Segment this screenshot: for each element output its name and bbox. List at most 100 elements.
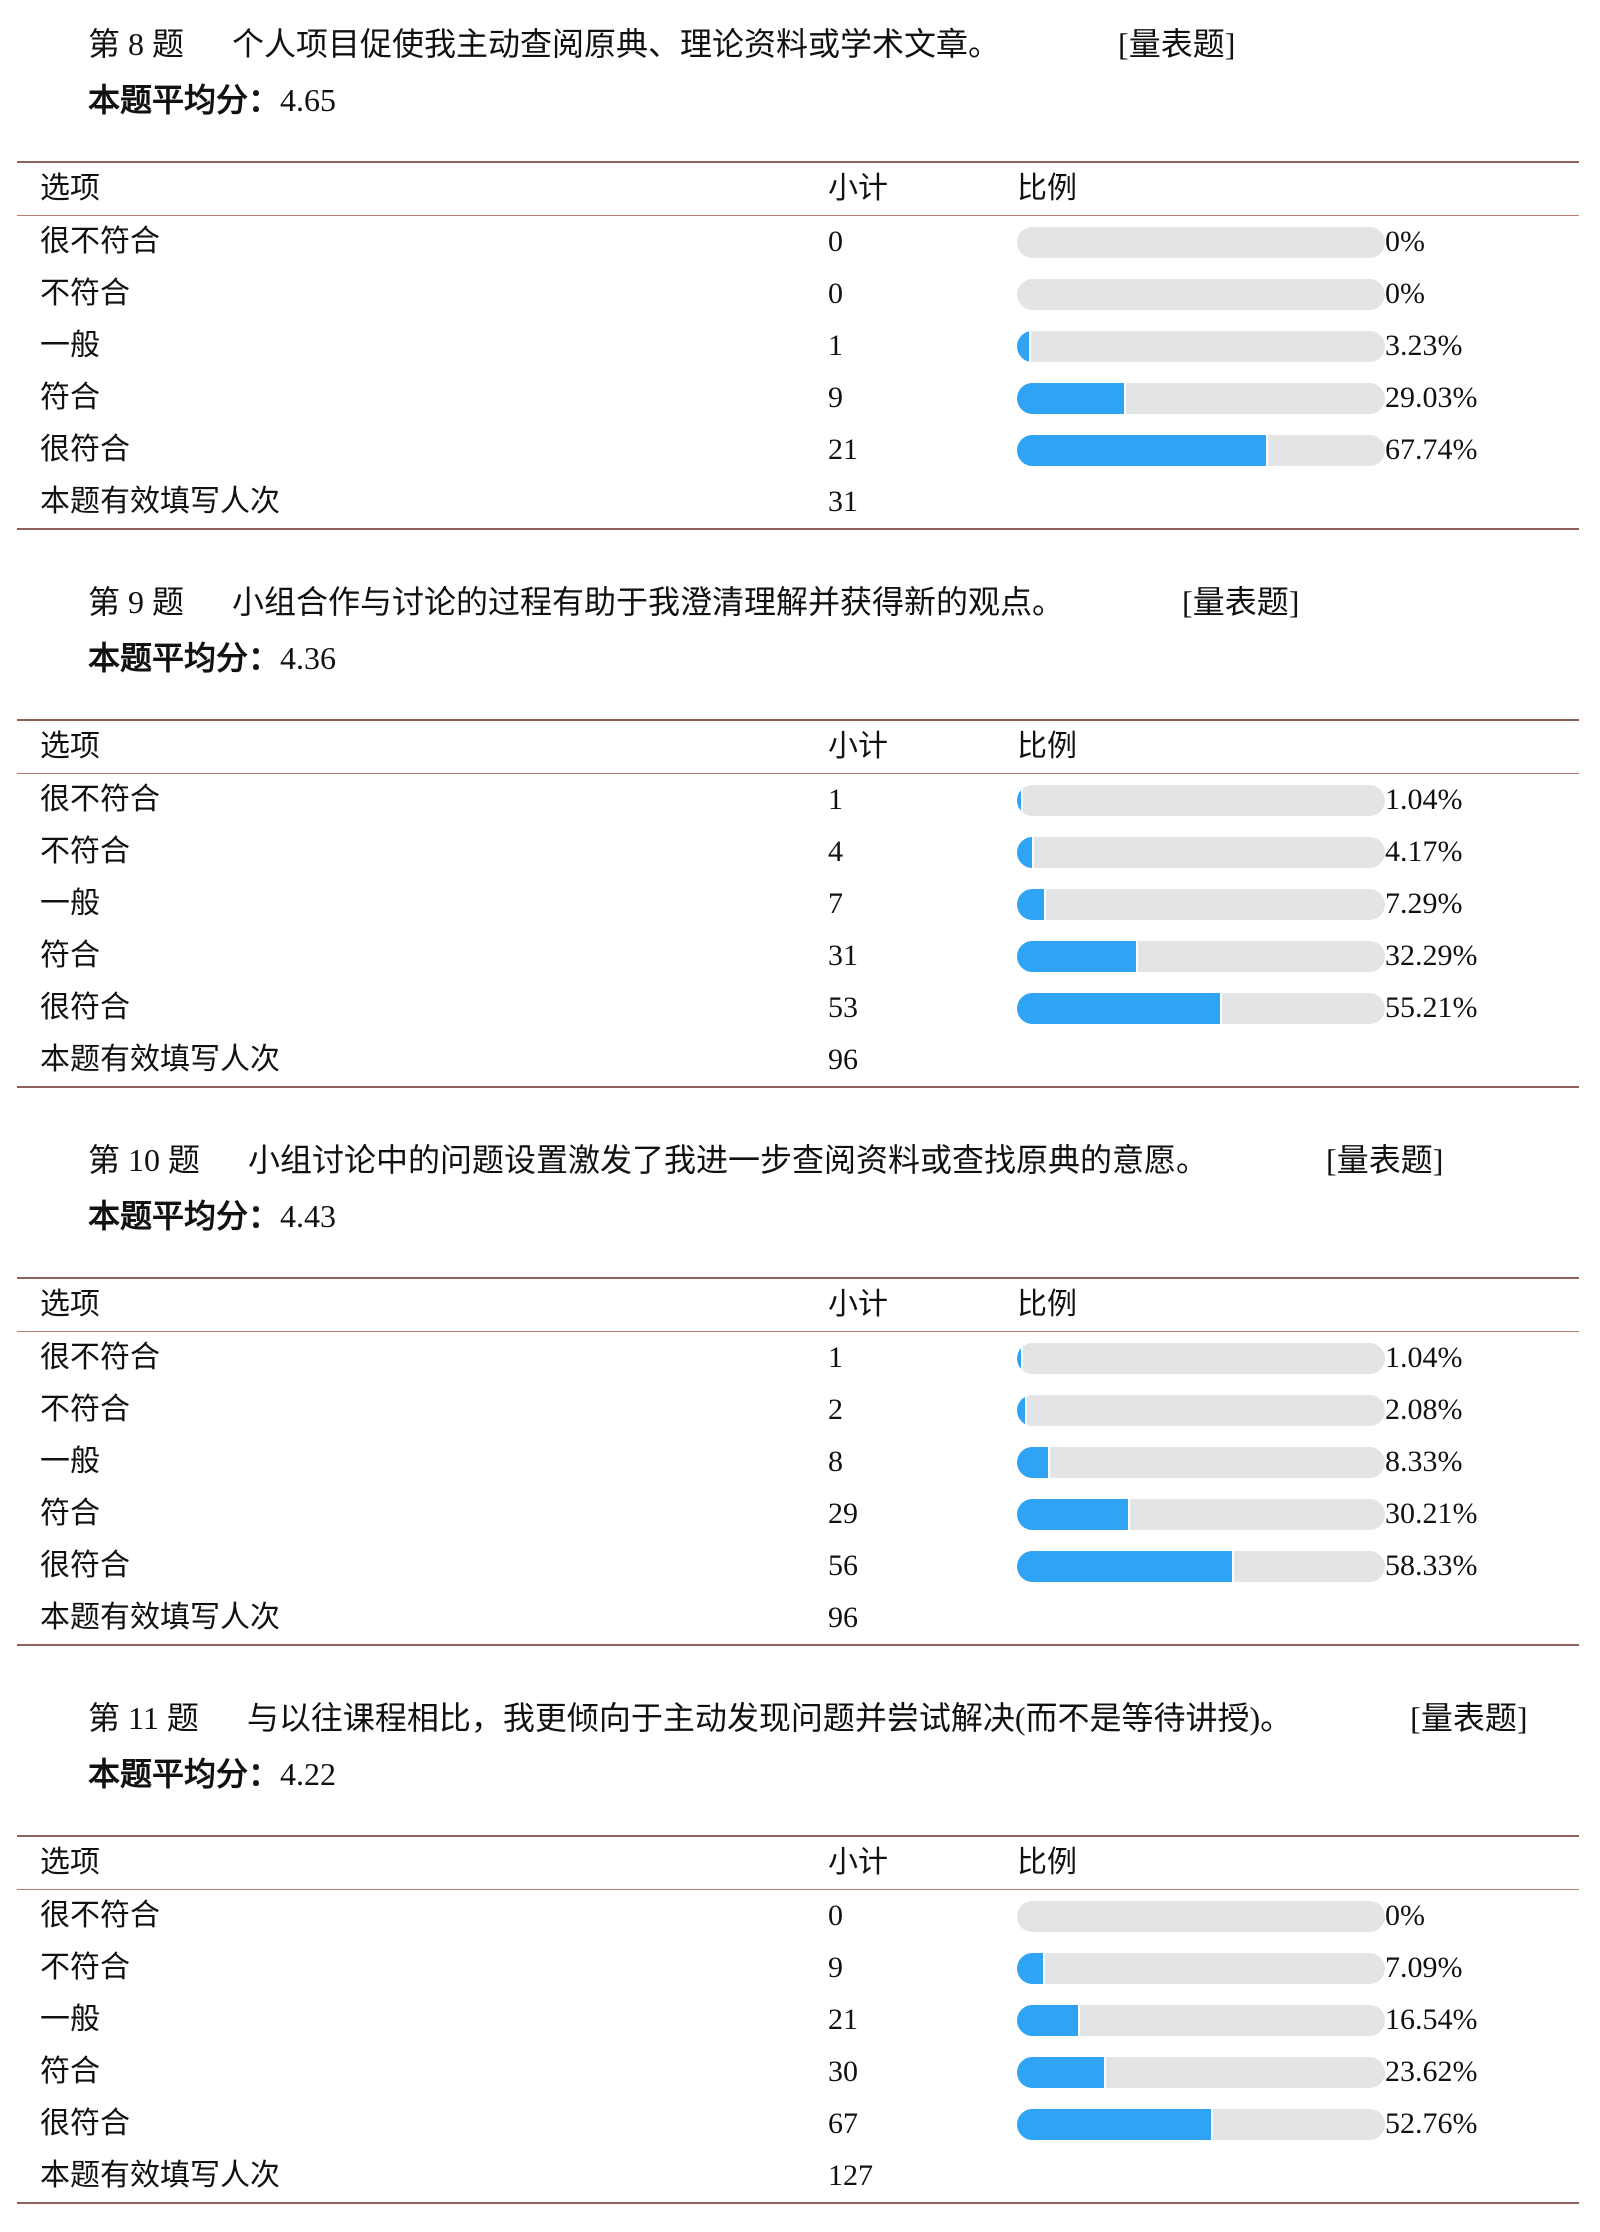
option-percent: 7.29% (1385, 887, 1463, 920)
option-label: 符合 (40, 2055, 100, 2088)
question-number: 第 9 题 (88, 584, 185, 620)
option-count: 7 (828, 887, 843, 920)
option-label: 很符合 (40, 2107, 130, 2140)
table-row: 很符合 53 55.21% (17, 982, 1579, 1034)
question-text: 个人项目促使我主动查阅原典、理论资料或学术文章。 (232, 26, 1001, 62)
average-label: 本题平均分： (88, 82, 281, 118)
total-count: 31 (828, 485, 858, 518)
progress-bar (1017, 2056, 1385, 2088)
option-percent: 2.08% (1385, 1393, 1463, 1426)
option-count: 9 (828, 1951, 843, 1984)
option-percent: 30.21% (1385, 1497, 1478, 1530)
header-ratio: 比例 (1017, 730, 1077, 763)
question-text: 小组讨论中的问题设置激发了我进一步查阅资料或查找原典的意愿。 (248, 1142, 1209, 1178)
option-percent: 67.74% (1385, 433, 1478, 466)
option-percent: 7.09% (1385, 1951, 1463, 1984)
progress-fill (1017, 2108, 1214, 2140)
table-row-total: 本题有效填写人次 127 (17, 2150, 1579, 2202)
total-count: 96 (828, 1601, 858, 1634)
progress-fill (1017, 434, 1269, 466)
progress-bar (1017, 278, 1385, 310)
table-row: 不符合 9 7.09% (17, 1942, 1579, 1994)
table-top-border (17, 161, 1579, 163)
option-label: 符合 (40, 1497, 100, 1530)
header-option: 选项 (40, 730, 100, 763)
table-bottom-border (17, 528, 1579, 530)
option-ratio: 16.54% (1017, 2003, 1478, 2037)
table-row: 很不符合 0 0% (17, 1890, 1579, 1942)
header-ratio: 比例 (1017, 1846, 1077, 1879)
option-label: 不符合 (40, 1393, 130, 1426)
option-count: 1 (828, 783, 843, 816)
header-option: 选项 (40, 1846, 100, 1879)
option-label: 很不符合 (40, 225, 160, 258)
option-count: 8 (828, 1445, 843, 1478)
progress-bar (1017, 1550, 1385, 1582)
progress-bar (1017, 1952, 1385, 1984)
option-count: 31 (828, 939, 858, 972)
option-percent: 58.33% (1385, 1549, 1478, 1582)
results-table: 选项 小计 比例 很不符合 1 1.04% 不符合 2 2.08% 一般 8 8.33% 符合 29 30.… (17, 1277, 1579, 1646)
header-count: 小计 (828, 1288, 888, 1321)
table-row-total: 本题有效填写人次 31 (17, 476, 1579, 528)
table-row-total: 本题有效填写人次 96 (17, 1034, 1579, 1086)
progress-bar (1017, 2108, 1385, 2140)
option-label: 不符合 (40, 835, 130, 868)
option-percent: 8.33% (1385, 1445, 1463, 1478)
results-table: 选项 小计 比例 很不符合 0 0% 不符合 0 0% 一般 1 3.23% 符合 9 29.03% 很符合 2… (17, 161, 1579, 530)
option-percent: 0% (1385, 277, 1425, 310)
option-count: 56 (828, 1549, 858, 1582)
option-ratio: 4.17% (1017, 835, 1463, 869)
table-row: 不符合 4 4.17% (17, 826, 1579, 878)
progress-bar (1017, 2004, 1385, 2036)
progress-bar (1017, 330, 1385, 362)
question-text: 小组合作与讨论的过程有助于我澄清理解并获得新的观点。 (232, 584, 1065, 620)
average-score: 本题平均分：4.43 (88, 1196, 336, 1236)
header-count: 小计 (828, 1846, 888, 1879)
table-row: 很不符合 1 1.04% (17, 1332, 1579, 1384)
option-ratio: 7.09% (1017, 1951, 1463, 1985)
table-row: 很不符合 1 1.04% (17, 774, 1579, 826)
option-label: 符合 (40, 939, 100, 972)
progress-bar (1017, 1498, 1385, 1530)
progress-bar (1017, 434, 1385, 466)
average-value: 4.22 (280, 1756, 337, 1792)
table-row: 符合 30 23.62% (17, 2046, 1579, 2098)
option-count: 2 (828, 1393, 843, 1426)
progress-fill (1017, 2004, 1080, 2036)
option-count: 4 (828, 835, 843, 868)
option-percent: 3.23% (1385, 329, 1463, 362)
option-ratio: 29.03% (1017, 381, 1478, 415)
option-label: 一般 (40, 1445, 100, 1478)
option-percent: 1.04% (1385, 1341, 1463, 1374)
option-label: 不符合 (40, 1951, 130, 1984)
question-title: 第 8 题 个人项目促使我主动查阅原典、理论资料或学术文章。 [量表题] (88, 24, 1235, 64)
option-label: 很不符合 (40, 1341, 160, 1374)
results-table: 选项 小计 比例 很不符合 0 0% 不符合 9 7.09% 一般 21 16.54% 符合 30 23.6… (17, 1835, 1579, 2204)
option-ratio: 7.29% (1017, 887, 1463, 921)
question-type: [量表题] (1118, 26, 1236, 62)
question-type: [量表题] (1182, 584, 1300, 620)
progress-fill (1017, 1498, 1131, 1530)
progress-bar (1017, 1900, 1385, 1932)
average-score: 本题平均分：4.65 (88, 80, 336, 120)
option-ratio: 23.62% (1017, 2055, 1478, 2089)
option-label: 很符合 (40, 1549, 130, 1582)
option-count: 0 (828, 1899, 843, 1932)
header-option: 选项 (40, 172, 100, 205)
progress-fill (1017, 1394, 1027, 1426)
table-row: 不符合 2 2.08% (17, 1384, 1579, 1436)
average-score: 本题平均分：4.36 (88, 638, 336, 678)
table-header: 选项 小计 比例 (17, 721, 1579, 773)
progress-bar (1017, 226, 1385, 258)
option-count: 21 (828, 433, 858, 466)
option-ratio: 55.21% (1017, 991, 1478, 1025)
question-type: [量表题] (1410, 1700, 1528, 1736)
option-percent: 23.62% (1385, 2055, 1478, 2088)
option-count: 9 (828, 381, 843, 414)
option-label: 一般 (40, 329, 100, 362)
progress-fill (1017, 992, 1223, 1024)
option-ratio: 58.33% (1017, 1549, 1478, 1583)
progress-fill (1017, 1952, 1046, 1984)
option-label: 符合 (40, 381, 100, 414)
